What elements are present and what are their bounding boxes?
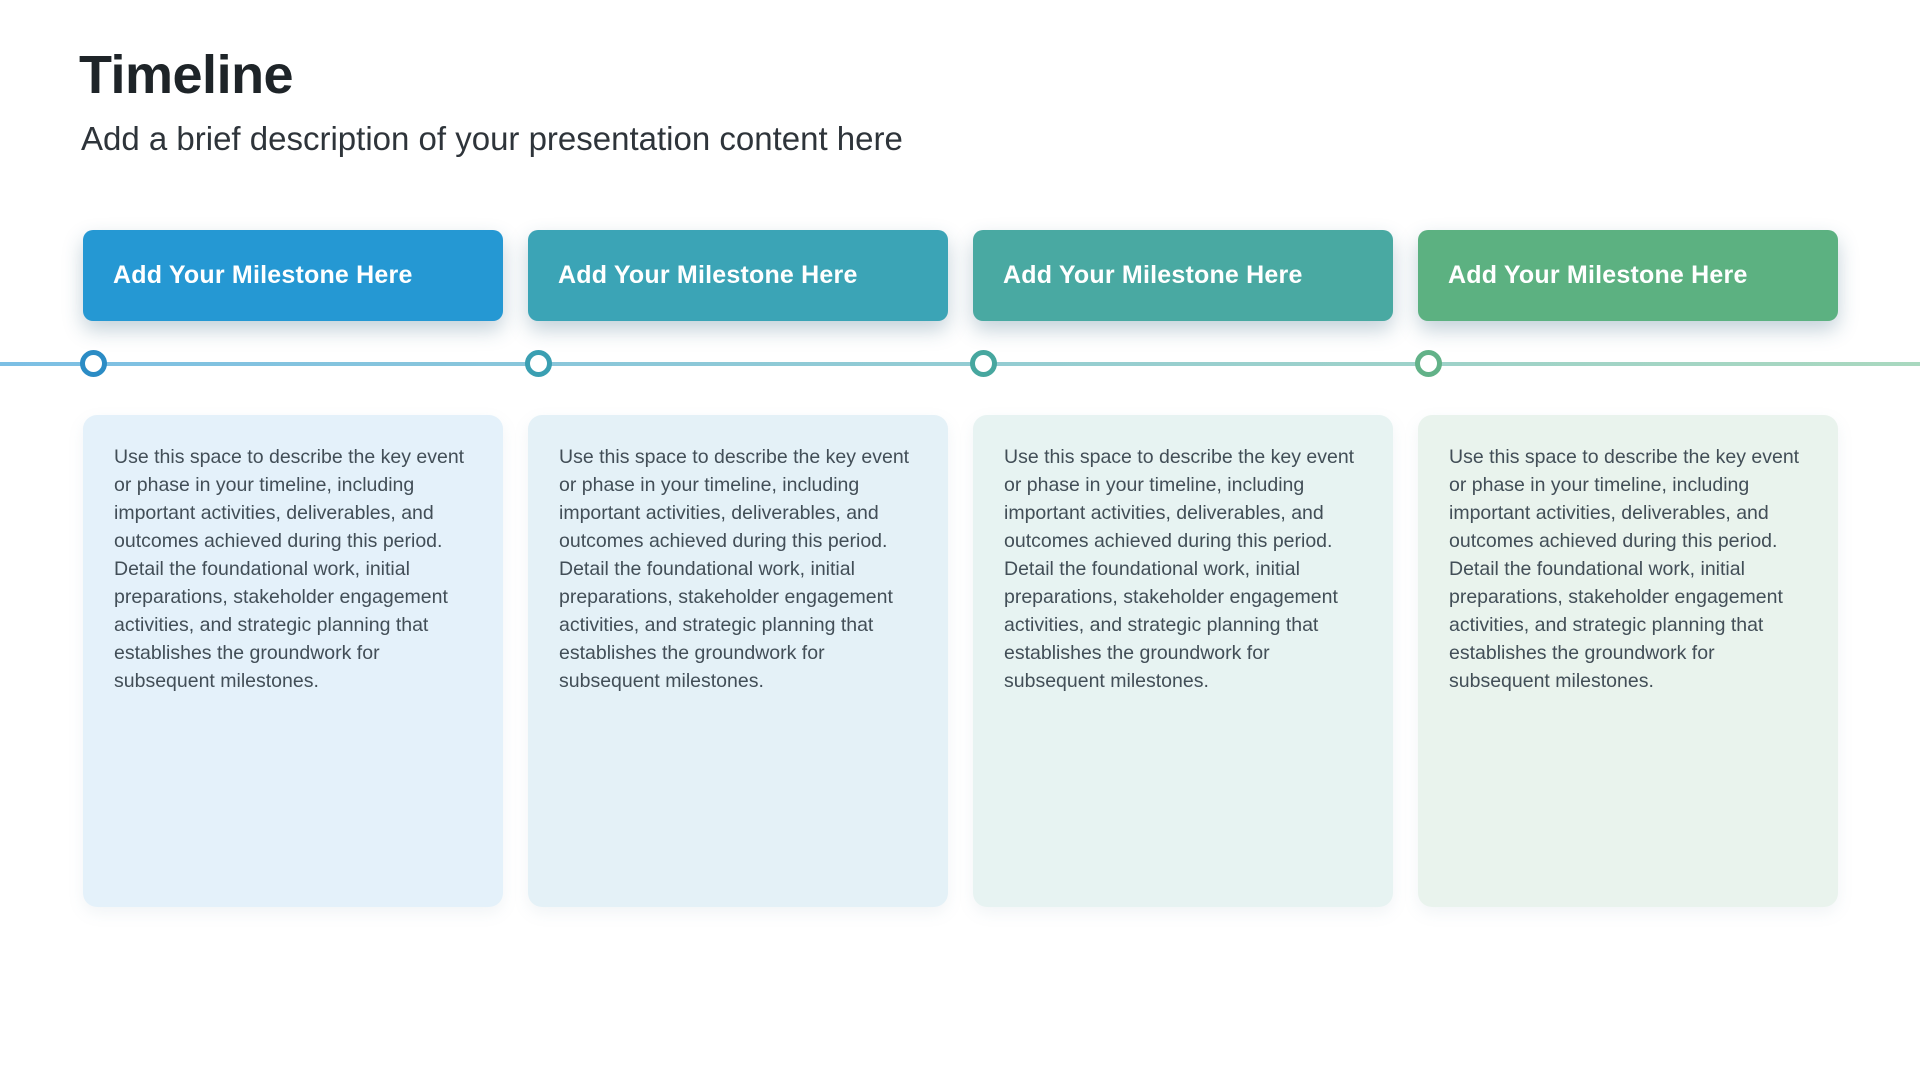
milestone-bar-2-label: Add Your Milestone Here xyxy=(558,261,858,289)
description-card-2: Use this space to describe the key event… xyxy=(528,415,948,907)
page-title: Timeline xyxy=(79,45,294,105)
page-subtitle: Add a brief description of your presenta… xyxy=(81,120,903,157)
description-card-3: Use this space to describe the key event… xyxy=(973,415,1393,907)
description-card-1-text: Use this space to describe the key event… xyxy=(114,446,465,692)
milestone-bar-3-label: Add Your Milestone Here xyxy=(1003,261,1303,289)
timeline-axis-line xyxy=(0,362,1920,366)
milestone-bar-3: Add Your Milestone Here xyxy=(973,230,1393,321)
timeline-node-dot-2 xyxy=(525,350,552,377)
milestone-bars-row: Add Your Milestone Here Add Your Milesto… xyxy=(83,230,1838,321)
timeline-node-dot-3 xyxy=(970,350,997,377)
milestone-bar-1: Add Your Milestone Here xyxy=(83,230,503,321)
description-cards-row: Use this space to describe the key event… xyxy=(83,415,1838,907)
description-card-4: Use this space to describe the key event… xyxy=(1418,415,1838,907)
milestone-bar-4-label: Add Your Milestone Here xyxy=(1448,261,1748,289)
description-card-3-text: Use this space to describe the key event… xyxy=(1004,446,1355,692)
description-card-1: Use this space to describe the key event… xyxy=(83,415,503,907)
description-card-2-text: Use this space to describe the key event… xyxy=(559,446,910,692)
milestone-bar-4: Add Your Milestone Here xyxy=(1418,230,1838,321)
timeline-nodes-row xyxy=(80,350,1838,377)
milestone-bar-2: Add Your Milestone Here xyxy=(528,230,948,321)
description-card-4-text: Use this space to describe the key event… xyxy=(1449,446,1800,692)
milestone-bar-1-label: Add Your Milestone Here xyxy=(113,261,413,289)
timeline-node-dot-4 xyxy=(1415,350,1442,377)
timeline-node-dot-1 xyxy=(80,350,107,377)
